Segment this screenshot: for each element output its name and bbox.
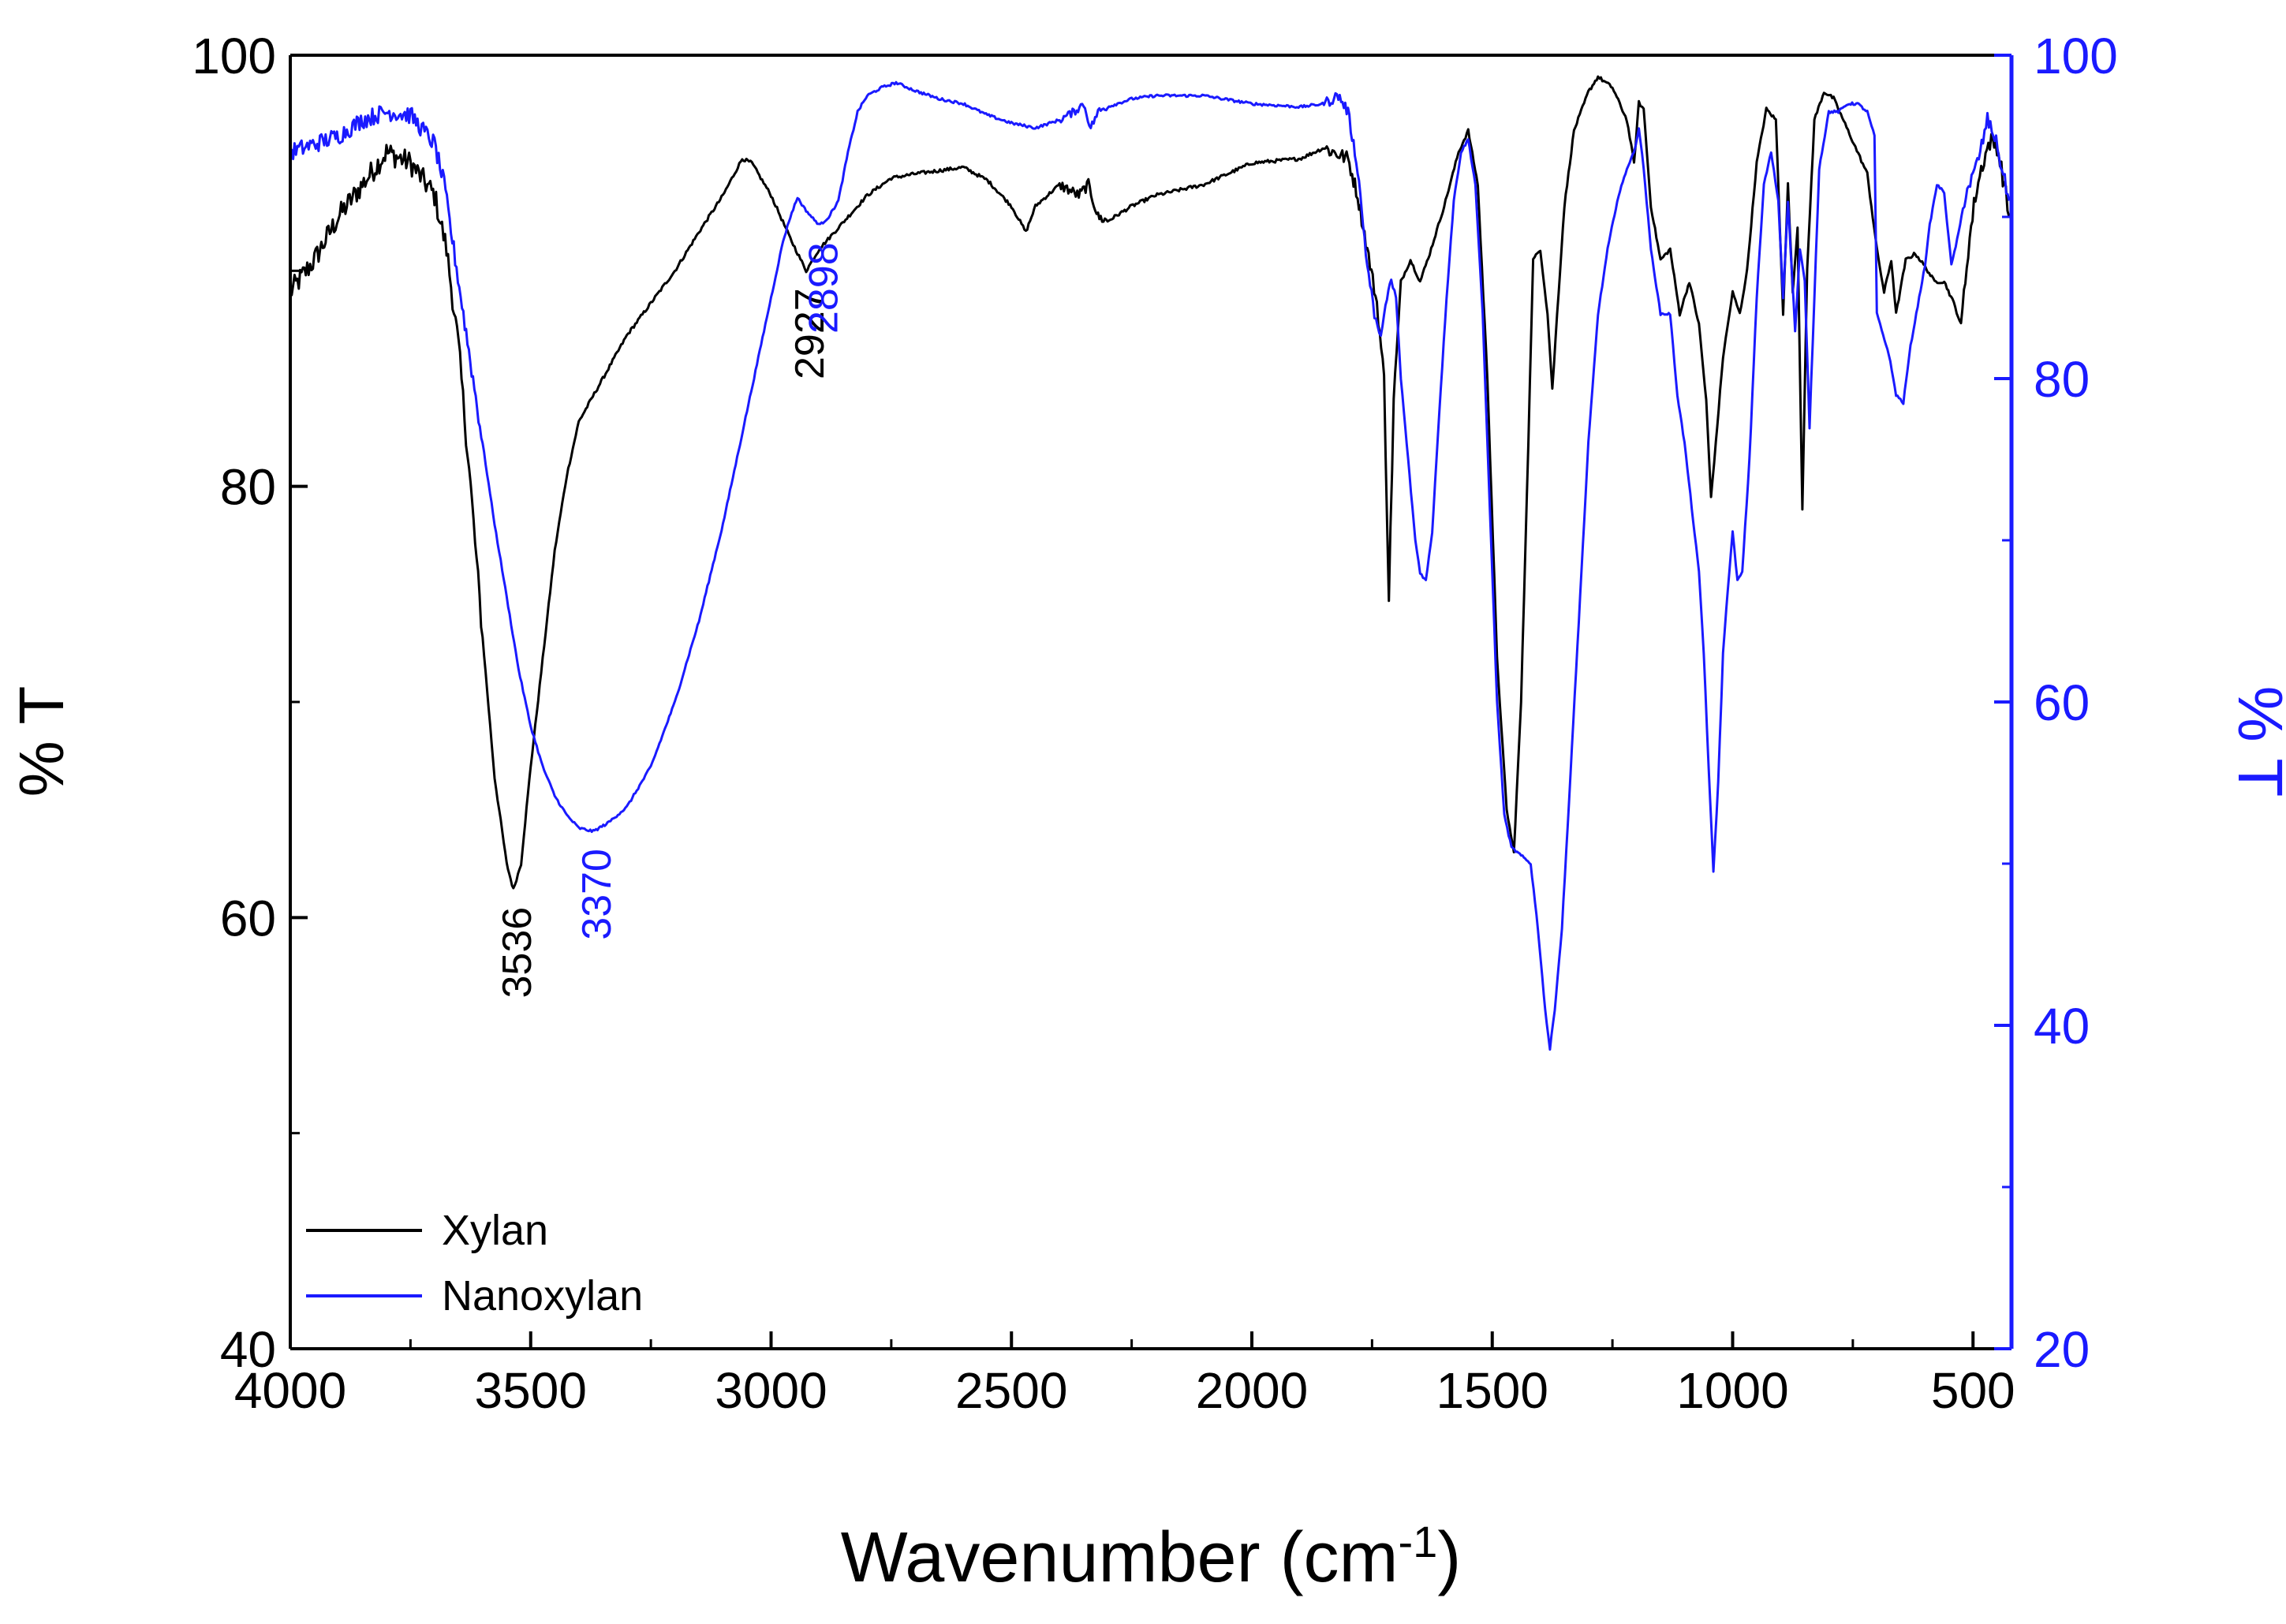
- peak-annotation-2898: 2898: [801, 242, 847, 334]
- x-tick-label: 3500: [475, 1362, 587, 1419]
- y-right-tick-label: 60: [2034, 674, 2090, 731]
- series-line-xylan: [289, 75, 2011, 890]
- y-left-tick-label: 80: [220, 459, 276, 516]
- y-left-tick-label: 40: [220, 1321, 276, 1378]
- x-tick-label: 1500: [1436, 1362, 1548, 1419]
- y-axis-title-right: % T: [2225, 686, 2286, 797]
- ticks-layer: 4000 3500 3000 2500 2000 1500 1000 500 40 60 80 100…: [192, 28, 2118, 1419]
- legend-label-xylan: Xylan: [442, 1207, 548, 1254]
- y-right-tick-label: 80: [2034, 351, 2090, 408]
- x-tick-label: 500: [1931, 1362, 2015, 1419]
- peak-annotation-3370: 3370: [574, 849, 620, 940]
- y-right-tick-label: 100: [2034, 28, 2118, 84]
- peak-annotation-3536: 3536: [495, 907, 540, 999]
- series-layer: [289, 75, 2011, 1051]
- x-tick-label: 1000: [1676, 1362, 1788, 1419]
- y-left-tick-label: 60: [220, 890, 276, 946]
- legend: Xylan Nanoxylan: [306, 1207, 643, 1320]
- series-line-nanoxylan: [289, 80, 2011, 1051]
- x-tick-label: 2500: [955, 1362, 1067, 1419]
- y-right-tick-label: 40: [2034, 998, 2090, 1055]
- y-left-tick-label: 100: [192, 28, 276, 84]
- y-right-tick-label: 20: [2034, 1321, 2090, 1378]
- peak-annotation-2927: 2927: [787, 288, 833, 379]
- x-tick-label: 2000: [1196, 1362, 1308, 1419]
- x-tick-label: 4000: [234, 1362, 346, 1419]
- x-axis-title: Wavenumber (cm-1): [841, 1517, 1462, 1598]
- legend-label-nanoxylan: Nanoxylan: [442, 1272, 643, 1320]
- y-axis-title-left: % T: [6, 686, 77, 797]
- x-tick-label: 3000: [715, 1362, 827, 1419]
